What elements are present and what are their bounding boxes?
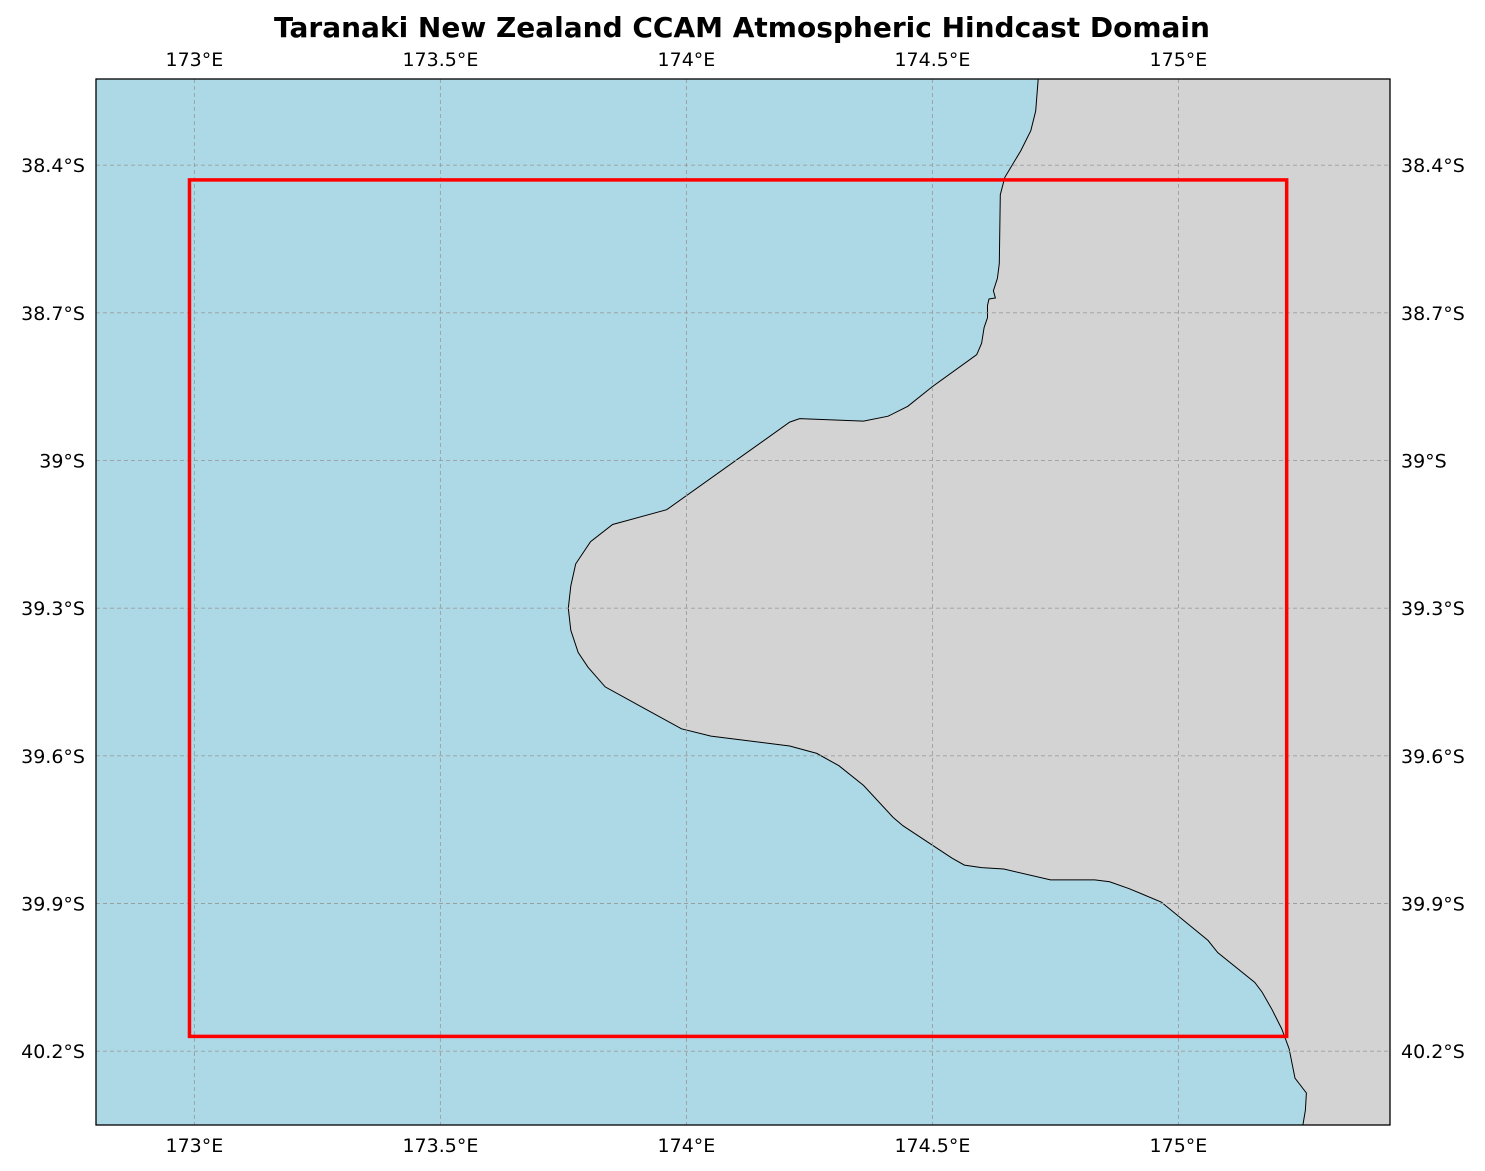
lat-tick-label: 39.6°S bbox=[1401, 746, 1465, 768]
lat-labels-left: 38.4°S 38.7°S 39°S 39.3°S 39.6°S 39.9°S 40.2°S bbox=[21, 155, 85, 1063]
lat-tick-label: 39°S bbox=[39, 450, 85, 472]
lat-tick-label: 40.2°S bbox=[21, 1041, 85, 1063]
lat-tick-label: 39.9°S bbox=[21, 893, 85, 915]
domain-box bbox=[187, 178, 1289, 1039]
lon-labels-top: 173°E 173.5°E 174°E 174.5°E 175°E bbox=[166, 49, 1208, 71]
lon-tick-label: 174.5°E bbox=[894, 1135, 970, 1157]
lon-tick-label: 174.5°E bbox=[894, 49, 970, 71]
lat-tick-label: 40.2°S bbox=[1401, 1041, 1465, 1063]
lon-labels-bottom: 173°E 173.5°E 174°E 174.5°E 175°E bbox=[166, 1135, 1208, 1157]
map-frame bbox=[95, 78, 1391, 1126]
lat-tick-label: 39.3°S bbox=[1401, 598, 1465, 620]
lat-tick-label: 38.4°S bbox=[1401, 155, 1465, 177]
lat-tick-label: 39.3°S bbox=[21, 598, 85, 620]
lon-tick-label: 173.5°E bbox=[402, 49, 478, 71]
map-title: Taranaki New Zealand CCAM Atmospheric Hi… bbox=[274, 11, 1210, 44]
gridlines bbox=[96, 79, 1390, 1125]
lat-tick-label: 39.6°S bbox=[21, 746, 85, 768]
lon-tick-label: 174°E bbox=[658, 1135, 716, 1157]
lat-tick-label: 38.7°S bbox=[1401, 303, 1465, 325]
lon-tick-label: 174°E bbox=[658, 49, 716, 71]
lon-tick-label: 173°E bbox=[166, 49, 224, 71]
lon-tick-label: 173.5°E bbox=[402, 1135, 478, 1157]
lon-tick-label: 175°E bbox=[1150, 1135, 1208, 1157]
land-area bbox=[568, 79, 1390, 1125]
lat-tick-label: 38.4°S bbox=[21, 155, 85, 177]
coastline bbox=[567, 79, 1307, 1125]
lat-labels-right: 38.4°S 38.7°S 39°S 39.3°S 39.6°S 39.9°S 40.2°S bbox=[1401, 155, 1465, 1063]
lat-tick-label: 39°S bbox=[1401, 450, 1447, 472]
lat-tick-label: 39.9°S bbox=[1401, 893, 1465, 915]
lon-tick-label: 173°E bbox=[166, 1135, 224, 1157]
lat-tick-label: 38.7°S bbox=[21, 303, 85, 325]
lon-tick-label: 175°E bbox=[1150, 49, 1208, 71]
